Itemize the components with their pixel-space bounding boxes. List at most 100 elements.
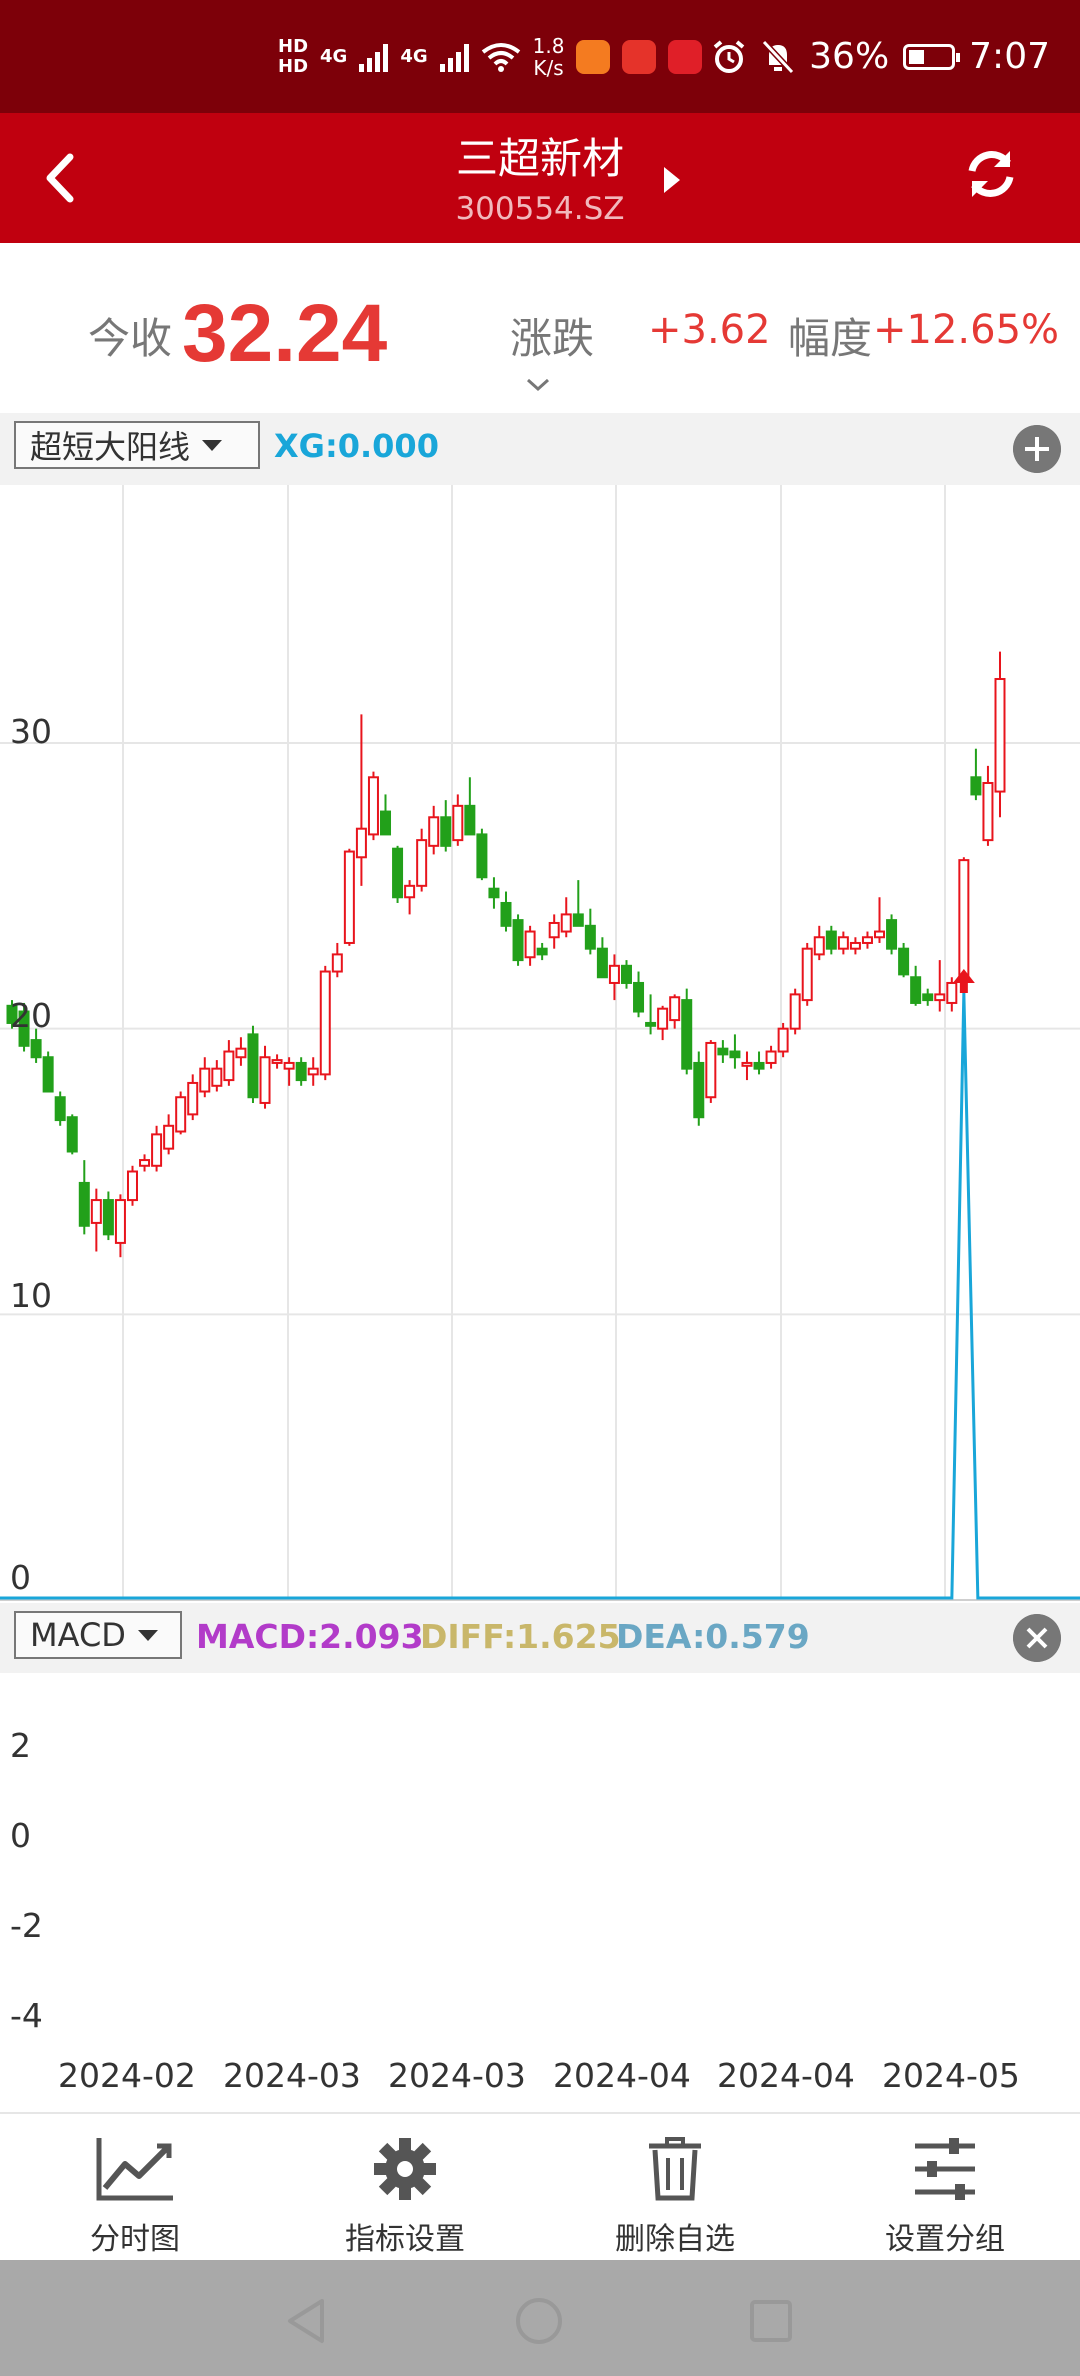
candle-down xyxy=(54,1096,66,1122)
candle-down xyxy=(584,924,596,950)
net-speed: 1.8 K/s xyxy=(533,35,565,79)
change-label[interactable]: 涨跌 xyxy=(510,314,595,363)
app-notification-icon-2 xyxy=(668,39,703,74)
wifi-icon xyxy=(481,42,520,72)
buy-signal-arrow-icon xyxy=(952,968,975,993)
candle-down xyxy=(572,913,584,927)
price-tick-20: 20 xyxy=(10,996,52,1035)
signal-icon-2 xyxy=(439,42,469,72)
close-indicator-icon[interactable] xyxy=(1013,1614,1061,1662)
candle-down xyxy=(6,1004,18,1024)
candle-up xyxy=(367,776,379,836)
app-notification-icon xyxy=(576,39,611,74)
candle-down xyxy=(500,901,512,927)
price-tick-30: 30 xyxy=(10,712,52,751)
sliders-icon xyxy=(915,2138,975,2200)
taobao-icon xyxy=(622,39,657,74)
candle-down xyxy=(102,1199,114,1236)
candle-down xyxy=(476,833,488,879)
candle-up xyxy=(813,936,825,956)
nav-back-icon[interactable] xyxy=(282,2296,332,2346)
candle-up xyxy=(235,1047,247,1059)
candle-up xyxy=(934,993,946,1002)
date-label: 2024-03 xyxy=(223,2056,361,2095)
macd-tick-2: 2 xyxy=(10,1726,31,1765)
candle-down xyxy=(753,1061,765,1070)
candle-down xyxy=(596,947,608,979)
line-chart-icon xyxy=(96,2138,173,2201)
macd-tick-neg2: -2 xyxy=(10,1906,43,1945)
candle-down xyxy=(886,919,898,950)
candle-up xyxy=(452,804,464,842)
stock-name: 三超新材 xyxy=(455,134,624,183)
candle-down xyxy=(693,1061,705,1119)
candle-up xyxy=(211,1067,223,1087)
date-label: 2024-02 xyxy=(58,2056,196,2095)
candle-up xyxy=(126,1170,138,1202)
xg-signal-line xyxy=(0,992,1080,1600)
candle-up xyxy=(669,996,681,1022)
candle-down xyxy=(922,993,934,1002)
nav-home-icon[interactable] xyxy=(514,2296,564,2346)
candle-down xyxy=(66,1116,78,1153)
status-bar: HD HD 4G 4G 1.8 K/s 36% 7:07 xyxy=(0,0,1080,113)
battery-icon xyxy=(903,43,961,70)
tab-remove-watchlist[interactable]: 删除自选 xyxy=(540,2114,810,2262)
change-value: +3.62 xyxy=(648,307,771,353)
candle-up xyxy=(548,921,560,939)
xg-readout: XG:0.000 xyxy=(274,427,439,465)
candle-up xyxy=(416,839,428,887)
nav-recents-icon[interactable] xyxy=(746,2296,796,2346)
pct-value: +12.65% xyxy=(873,307,1060,353)
candle-down xyxy=(910,976,922,1004)
candle-up xyxy=(331,953,343,973)
candle-up xyxy=(163,1124,175,1150)
candle-up xyxy=(765,1050,777,1064)
candle-up xyxy=(187,1081,199,1116)
price-chart[interactable] xyxy=(0,485,1080,1603)
net-speed-unit: K/s xyxy=(533,55,564,80)
main-indicator-dropdown[interactable]: 超短大阳线 xyxy=(14,421,260,469)
chevron-down-icon[interactable] xyxy=(526,378,550,392)
pct-label: 幅度 xyxy=(788,314,873,363)
tab-label: 分时图 xyxy=(90,2222,180,2257)
bell-muted-icon xyxy=(761,39,795,74)
candle-up xyxy=(946,981,958,1004)
next-stock-icon[interactable] xyxy=(660,163,684,197)
price-tick-0: 0 xyxy=(10,1558,31,1597)
status-right: 36% 7:07 xyxy=(711,0,1050,113)
candle-up xyxy=(560,913,572,933)
refresh-icon[interactable] xyxy=(960,143,1022,205)
candle-up xyxy=(789,993,801,1030)
dea-value: DEA:0.579 xyxy=(616,1617,810,1656)
date-label: 2024-04 xyxy=(717,2056,855,2095)
candle-up xyxy=(283,1061,295,1070)
candle-up xyxy=(524,930,536,959)
status-left: HD HD 4G 4G 1.8 K/s xyxy=(278,0,703,113)
add-indicator-icon[interactable] xyxy=(1013,425,1061,473)
candle-up xyxy=(355,827,367,859)
tab-timeshare[interactable]: 分时图 xyxy=(0,2114,270,2262)
net-speed-value: 1.8 xyxy=(532,33,565,58)
macd-dropdown[interactable]: MACD xyxy=(14,1611,182,1659)
battery-percent: 36% xyxy=(809,36,890,77)
tab-set-group[interactable]: 设置分组 xyxy=(810,2114,1080,2262)
sim1-label: HD xyxy=(278,35,309,57)
alarm-icon xyxy=(713,39,745,73)
candle-down xyxy=(78,1181,90,1227)
date-label: 2024-04 xyxy=(553,2056,691,2095)
candle-up xyxy=(271,1059,283,1064)
candle-up xyxy=(958,859,970,979)
candle-down xyxy=(392,847,404,899)
tab-indicator-settings[interactable]: 指标设置 xyxy=(270,2114,540,2262)
candle-up xyxy=(849,941,861,950)
candle-up xyxy=(139,1159,151,1167)
back-icon[interactable] xyxy=(30,143,90,213)
candle-up xyxy=(801,947,813,1002)
macd-value: MACD:2.093 xyxy=(196,1617,424,1656)
clock: 7:07 xyxy=(969,36,1050,77)
price-tick-10: 10 xyxy=(10,1276,52,1315)
candle-down xyxy=(970,776,982,796)
diff-value: DIFF:1.625 xyxy=(420,1617,621,1656)
candle-up xyxy=(837,936,849,950)
